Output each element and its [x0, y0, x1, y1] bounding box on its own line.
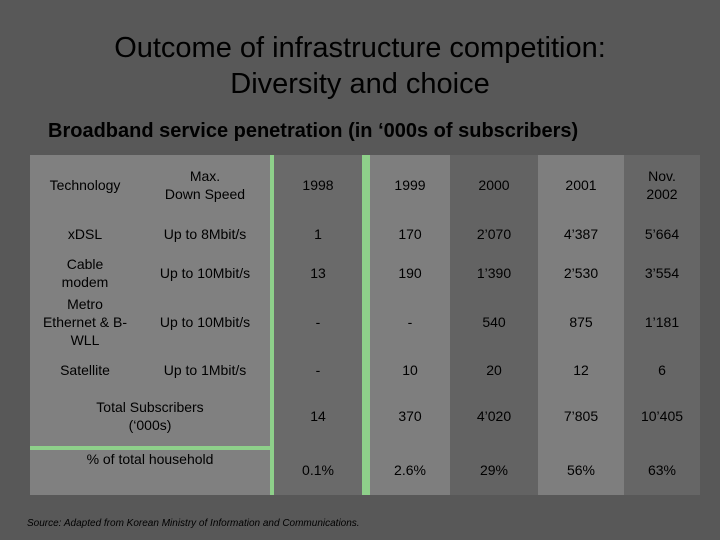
panel-2001	[538, 155, 624, 495]
percent-2000: 29%	[479, 462, 509, 478]
row-metro-1998: -	[315, 314, 321, 330]
row-cable-2001: 2’530	[563, 265, 599, 281]
panel-1999	[370, 155, 450, 495]
percent-household-label: % of total household	[86, 451, 214, 467]
header-1998: 1998	[302, 177, 334, 193]
row-metro-2002: 1’181	[644, 314, 680, 330]
green-divider	[270, 155, 274, 495]
row-xdsl-2002: 5’664	[644, 226, 680, 242]
row-metro-technology: Metro Ethernet & B- WLL	[42, 296, 128, 348]
row-metro-speed: Up to 10Mbit/s	[159, 314, 251, 330]
penetration-table: Technology Max. Down Speed 1998 1999 200…	[30, 155, 700, 495]
row-satellite-1999: 10	[402, 362, 418, 378]
percent-2002: 63%	[647, 462, 677, 478]
total-1999: 370	[398, 408, 422, 424]
row-cable-2000: 1’390	[476, 265, 512, 281]
row-metro-2001: 875	[569, 314, 593, 330]
header-1999: 1999	[394, 177, 426, 193]
percent-1999: 2.6%	[394, 462, 426, 478]
row-cable-2002: 3’554	[644, 265, 680, 281]
total-1998: 14	[310, 408, 326, 424]
header-technology: Technology	[49, 177, 121, 193]
row-cable-technology: Cable modem	[61, 256, 109, 290]
row-xdsl-1999: 170	[398, 226, 422, 242]
row-satellite-2002: 6	[658, 362, 666, 378]
green-divider	[362, 155, 370, 495]
percent-1998: 0.1%	[302, 462, 334, 478]
total-2000: 4’020	[476, 408, 512, 424]
source-note: Source: Adapted from Korean Ministry of …	[27, 518, 360, 529]
total-subscribers-label: Total Subscribers (‘000s)	[96, 399, 204, 433]
slide-title: Outcome of infrastructure competition: D…	[114, 32, 606, 100]
percent-row-green-band	[30, 446, 270, 450]
row-xdsl-2001: 4’387	[563, 226, 599, 242]
header-2001: 2001	[565, 177, 597, 193]
row-satellite-2000: 20	[486, 362, 502, 378]
panel-technology-speed	[30, 155, 270, 495]
panel-2002	[624, 155, 700, 495]
row-satellite-technology: Satellite	[60, 362, 110, 378]
row-metro-1999: -	[407, 314, 413, 330]
row-xdsl-1998: 1	[314, 226, 322, 242]
row-xdsl-technology: xDSL	[67, 226, 103, 242]
row-cable-1999: 190	[398, 265, 422, 281]
row-xdsl-speed: Up to 8Mbit/s	[163, 226, 247, 242]
row-xdsl-2000: 2’070	[476, 226, 512, 242]
header-max-speed: Max. Down Speed	[164, 168, 246, 202]
header-nov-2002: Nov. 2002	[646, 168, 678, 202]
total-2001: 7’805	[563, 408, 599, 424]
header-2000: 2000	[478, 177, 510, 193]
panel-2000	[450, 155, 538, 495]
row-satellite-speed: Up to 1Mbit/s	[163, 362, 247, 378]
row-satellite-2001: 12	[573, 362, 589, 378]
total-2002: 10’405	[640, 408, 684, 424]
row-metro-2000: 540	[482, 314, 506, 330]
row-cable-speed: Up to 10Mbit/s	[159, 265, 251, 281]
panel-1998	[274, 155, 362, 495]
row-cable-1998: 13	[310, 265, 326, 281]
row-satellite-1998: -	[315, 362, 321, 378]
table-subtitle: Broadband service penetration (in ‘000s …	[48, 120, 579, 142]
percent-2001: 56%	[566, 462, 596, 478]
